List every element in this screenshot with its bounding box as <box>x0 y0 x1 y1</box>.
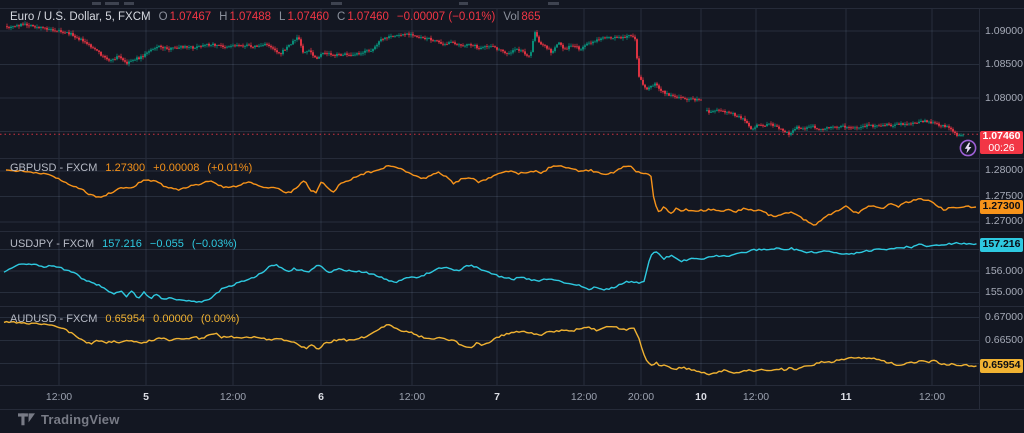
ohlc-low: L 1.07460 <box>279 11 330 23</box>
time-axis-label: 12:00 <box>570 391 598 403</box>
price-axis-label: 1.27000 <box>985 215 1023 228</box>
time-axis-label: 7 <box>494 391 500 403</box>
time-axis-label: 12:00 <box>742 391 770 403</box>
clipped-toolbar-fragment <box>92 2 101 5</box>
tag-price: 1.07460 <box>982 130 1021 143</box>
time-axis-label: 6 <box>318 391 324 403</box>
symbol-title: GBPUSD - FXCM <box>10 162 98 174</box>
change-value: −0.00007 (−0.01%) <box>396 11 496 23</box>
watermark-text: TradingView <box>41 412 120 427</box>
symbol-legend-gbpusd[interactable]: GBPUSD - FXCM 1.27300 +0.00008 (+0.01%) <box>10 162 252 175</box>
tradingview-logo-icon <box>18 413 35 426</box>
lightning-bolt-icon <box>964 142 972 154</box>
time-axis-label: 12:00 <box>918 391 946 403</box>
last-price: 1.27300 <box>105 162 146 174</box>
price-axis[interactable]: 1.07460 00:26 1.27300 157.216 0.65954 1.… <box>979 8 1024 409</box>
time-axis-label: 12:00 <box>398 391 426 403</box>
symbol-legend-usdjpy[interactable]: USDJPY - FXCM 157.216 −0.055 (−0.03%) <box>10 238 237 251</box>
tradingview-watermark[interactable]: TradingView <box>18 412 120 427</box>
price-axis-label: 1.08000 <box>985 91 1023 104</box>
price-axis-label: 0.67000 <box>985 310 1023 323</box>
time-axis-label: 10 <box>695 391 707 403</box>
time-axis-label: 12:00 <box>219 391 247 403</box>
clipped-toolbar-fragment <box>331 2 342 5</box>
ohlc-close: C 1.07460 <box>337 11 389 23</box>
lightning-trade-button[interactable] <box>959 139 977 157</box>
last-price: 0.65954 <box>105 313 146 325</box>
change-value: −0.055 <box>149 238 184 250</box>
price-axis-label: 0.66500 <box>985 333 1023 346</box>
tag-price: 0.65954 <box>982 358 1021 371</box>
clipped-toolbar-fragment <box>105 2 119 5</box>
clipped-toolbar-fragment <box>459 2 468 5</box>
symbol-title: AUDUSD - FXCM <box>10 313 98 325</box>
last-price-tag-eurusd[interactable]: 1.07460 00:26 <box>980 130 1023 155</box>
tag-price: 1.27300 <box>982 199 1021 212</box>
price-axis-label: 1.08500 <box>985 58 1023 70</box>
change-percent: (−0.03%) <box>191 238 237 250</box>
time-axis-label: 12:00 <box>45 391 73 403</box>
clipped-toolbar-fragment <box>548 2 559 5</box>
last-price-tag-usdjpy[interactable]: 157.216 <box>980 237 1023 252</box>
bar-countdown: 00:26 <box>988 141 1015 154</box>
last-price-tag-audusd[interactable]: 0.65954 <box>980 358 1023 373</box>
last-price-tag-gbpusd[interactable]: 1.27300 <box>980 199 1023 214</box>
tag-price: 157.216 <box>982 238 1021 251</box>
price-axis-label: 1.27500 <box>985 189 1023 202</box>
symbol-legend-eurusd[interactable]: Euro / U.S. Dollar, 5, FXCM O 1.07467 H 1.… <box>10 11 541 24</box>
symbol-title: Euro / U.S. Dollar, 5, FXCM <box>10 11 151 23</box>
change-percent: (0.00%) <box>200 313 240 325</box>
clipped-toolbar-fragment <box>124 2 134 5</box>
ohlc-high: H 1.07488 <box>219 11 272 23</box>
volume: Vol 865 <box>503 11 541 23</box>
symbol-legend-audusd[interactable]: AUDUSD - FXCM 0.65954 0.00000 (0.00%) <box>10 313 239 326</box>
change-value: +0.00008 <box>153 162 200 174</box>
price-axis-label: 1.28000 <box>985 164 1023 177</box>
symbol-title: USDJPY - FXCM <box>10 238 95 250</box>
price-axis-label: 1.09000 <box>985 24 1023 37</box>
ohlc-open: O 1.07467 <box>158 11 212 23</box>
time-axis[interactable]: 12:00 5 12:00 6 12:00 7 12:00 20:00 10 12:00 11 12:… <box>0 385 1024 409</box>
price-axis-label: 155.000 <box>985 286 1023 298</box>
time-axis-label: 5 <box>143 391 149 403</box>
price-axis-label: 156.000 <box>985 264 1023 277</box>
last-price: 157.216 <box>102 238 142 250</box>
time-axis-label: 11 <box>840 391 852 403</box>
time-axis-label: 20:00 <box>627 391 655 403</box>
change-value: 0.00000 <box>153 313 193 325</box>
change-percent: (+0.01%) <box>207 162 253 174</box>
